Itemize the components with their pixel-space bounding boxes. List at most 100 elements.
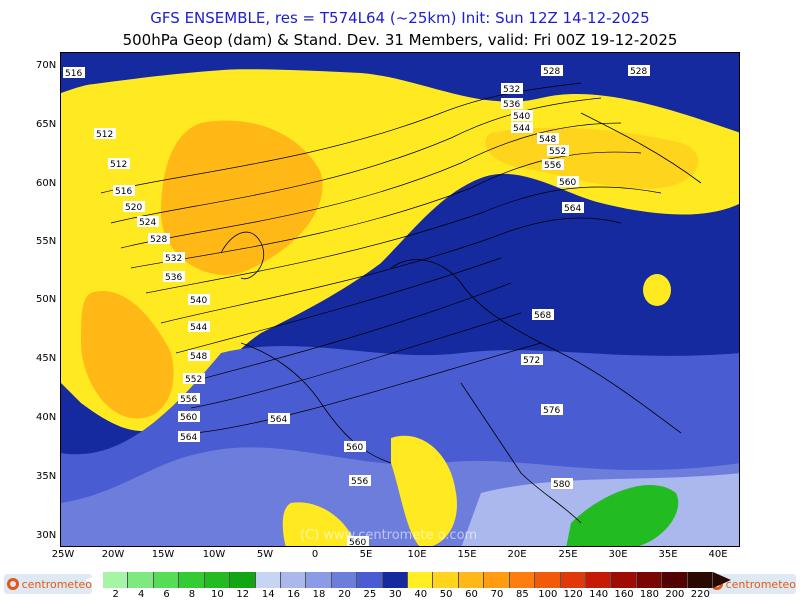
lon-label: 20W [101,549,125,560]
colorbar-arrow-right-icon [713,572,731,588]
contour-label: 540 [513,112,530,122]
colorbar-cell [535,572,561,588]
lat-label: 50N [36,294,57,305]
contour-label: 564 [564,204,581,214]
contour-label: 580 [553,480,570,490]
contour-label: 532 [503,85,520,95]
contour-label: 528 [543,67,560,77]
colorbar-cell [586,572,612,588]
lat-label: 55N [36,236,57,247]
region-green-se [566,485,679,546]
colorbar-label: 16 [287,589,300,600]
lon-label: 35E [658,549,678,560]
contour-label: 552 [185,375,202,385]
centrometeo-logo-left: centrometeo [4,574,92,594]
colorbar-label: 2 [112,589,119,600]
colorbar-label: 18 [312,589,326,600]
geopotential-map: 516 512 512 516 520 524 528 532 536 540 … [60,52,740,547]
colorbar-cell [103,572,129,588]
contour-label-group: 516 512 512 516 520 524 528 532 536 540 … [63,65,650,547]
colorbar-label: 30 [388,589,402,600]
contour-label: 536 [165,273,182,283]
contour-label: 560 [559,178,576,188]
colorbar-cell [560,572,587,588]
contour-label: 560 [346,443,363,453]
contour-label: 536 [503,100,520,110]
contour-label: 544 [190,323,207,333]
colorbar-cell [509,572,536,588]
contour-label: 548 [539,135,556,145]
map-svg: 516 512 512 516 520 524 528 532 536 540 … [61,53,739,547]
colorbar-cell [204,572,231,588]
colorbar [103,572,714,588]
lat-label: 70N [36,60,57,71]
colorbar-cell [331,572,358,588]
colorbar-label: 160 [614,589,634,600]
lon-label: 20E [507,549,527,560]
contour-label: 544 [513,124,530,134]
logo-text: centrometeo [21,577,92,591]
copyright-watermark: (C) www.centromete o.com [300,528,478,543]
contour-label: 520 [125,203,142,213]
colorbar-cell [408,572,434,588]
colorbar-cell [280,572,307,588]
contour-label: 564 [270,415,287,425]
colorbar-cell [458,572,485,588]
colorbar-label: 85 [516,589,529,600]
colorbar-cell [687,572,714,588]
lon-label: 25W [51,549,75,560]
colorbar-cell [636,572,663,588]
contour-label: 528 [150,235,167,245]
contour-label: 516 [115,187,132,197]
colorbar-label: 60 [465,589,478,600]
contour-label: 564 [180,433,197,443]
contour-lines [100,82,662,434]
logo-ring-icon [7,578,19,590]
colorbar-label: 180 [639,589,659,600]
colorbar-arrow-left-icon [85,572,103,588]
lat-label: 40N [36,412,57,423]
lon-label: 10W [202,549,226,560]
contour-label: 512 [110,160,127,170]
colorbar-label: 25 [363,589,377,600]
colorbar-cell [230,572,256,588]
colorbar-cell [306,572,332,588]
lat-label: 35N [36,471,57,482]
colorbar-cell [153,572,180,588]
chart-title-line-2: 500hPa Geop (dam) & Stand. Dev. 31 Membe… [122,31,678,49]
chart-title-line-1: GFS ENSEMBLE, res = T574L64 (~25km) Init… [150,9,650,27]
lon-label: 10E [407,549,427,560]
lon-label: 25E [558,549,578,560]
contour-label: 572 [523,356,540,366]
lon-label: 15E [457,549,477,560]
colorbar-cell [128,572,154,588]
contour-label: 556 [351,477,368,487]
colorbar-cell [611,572,637,588]
colorbar-cell [255,572,281,588]
contour-label: 524 [139,218,156,228]
contour-label: 552 [549,147,566,157]
contour-label: 560 [349,538,366,547]
lon-label: 15W [151,549,175,560]
contour-label: 556 [544,161,561,171]
colorbar-label: 6 [163,589,170,600]
lat-label: 45N [36,353,57,364]
colorbar-label: 100 [538,589,558,600]
contour-label: 516 [65,69,82,79]
lat-label: 30N [36,530,57,541]
colorbar-label: 120 [563,589,583,600]
colorbar-cell [357,572,383,588]
lon-label: 30E [608,549,628,560]
contour-label: 528 [630,67,647,77]
lon-label: 40E [708,549,728,560]
colorbar-label: 12 [236,589,250,600]
lon-label: 5W [256,549,274,560]
lat-label: 60N [36,178,57,189]
colorbar-cell [662,572,688,588]
contour-label: 512 [96,130,113,140]
contour-label: 556 [180,395,197,405]
contour-label: 532 [165,254,182,264]
logo-text: centrometeo [725,577,796,591]
colorbar-label: 40 [414,589,428,600]
colorbar-label: 14 [261,589,275,600]
